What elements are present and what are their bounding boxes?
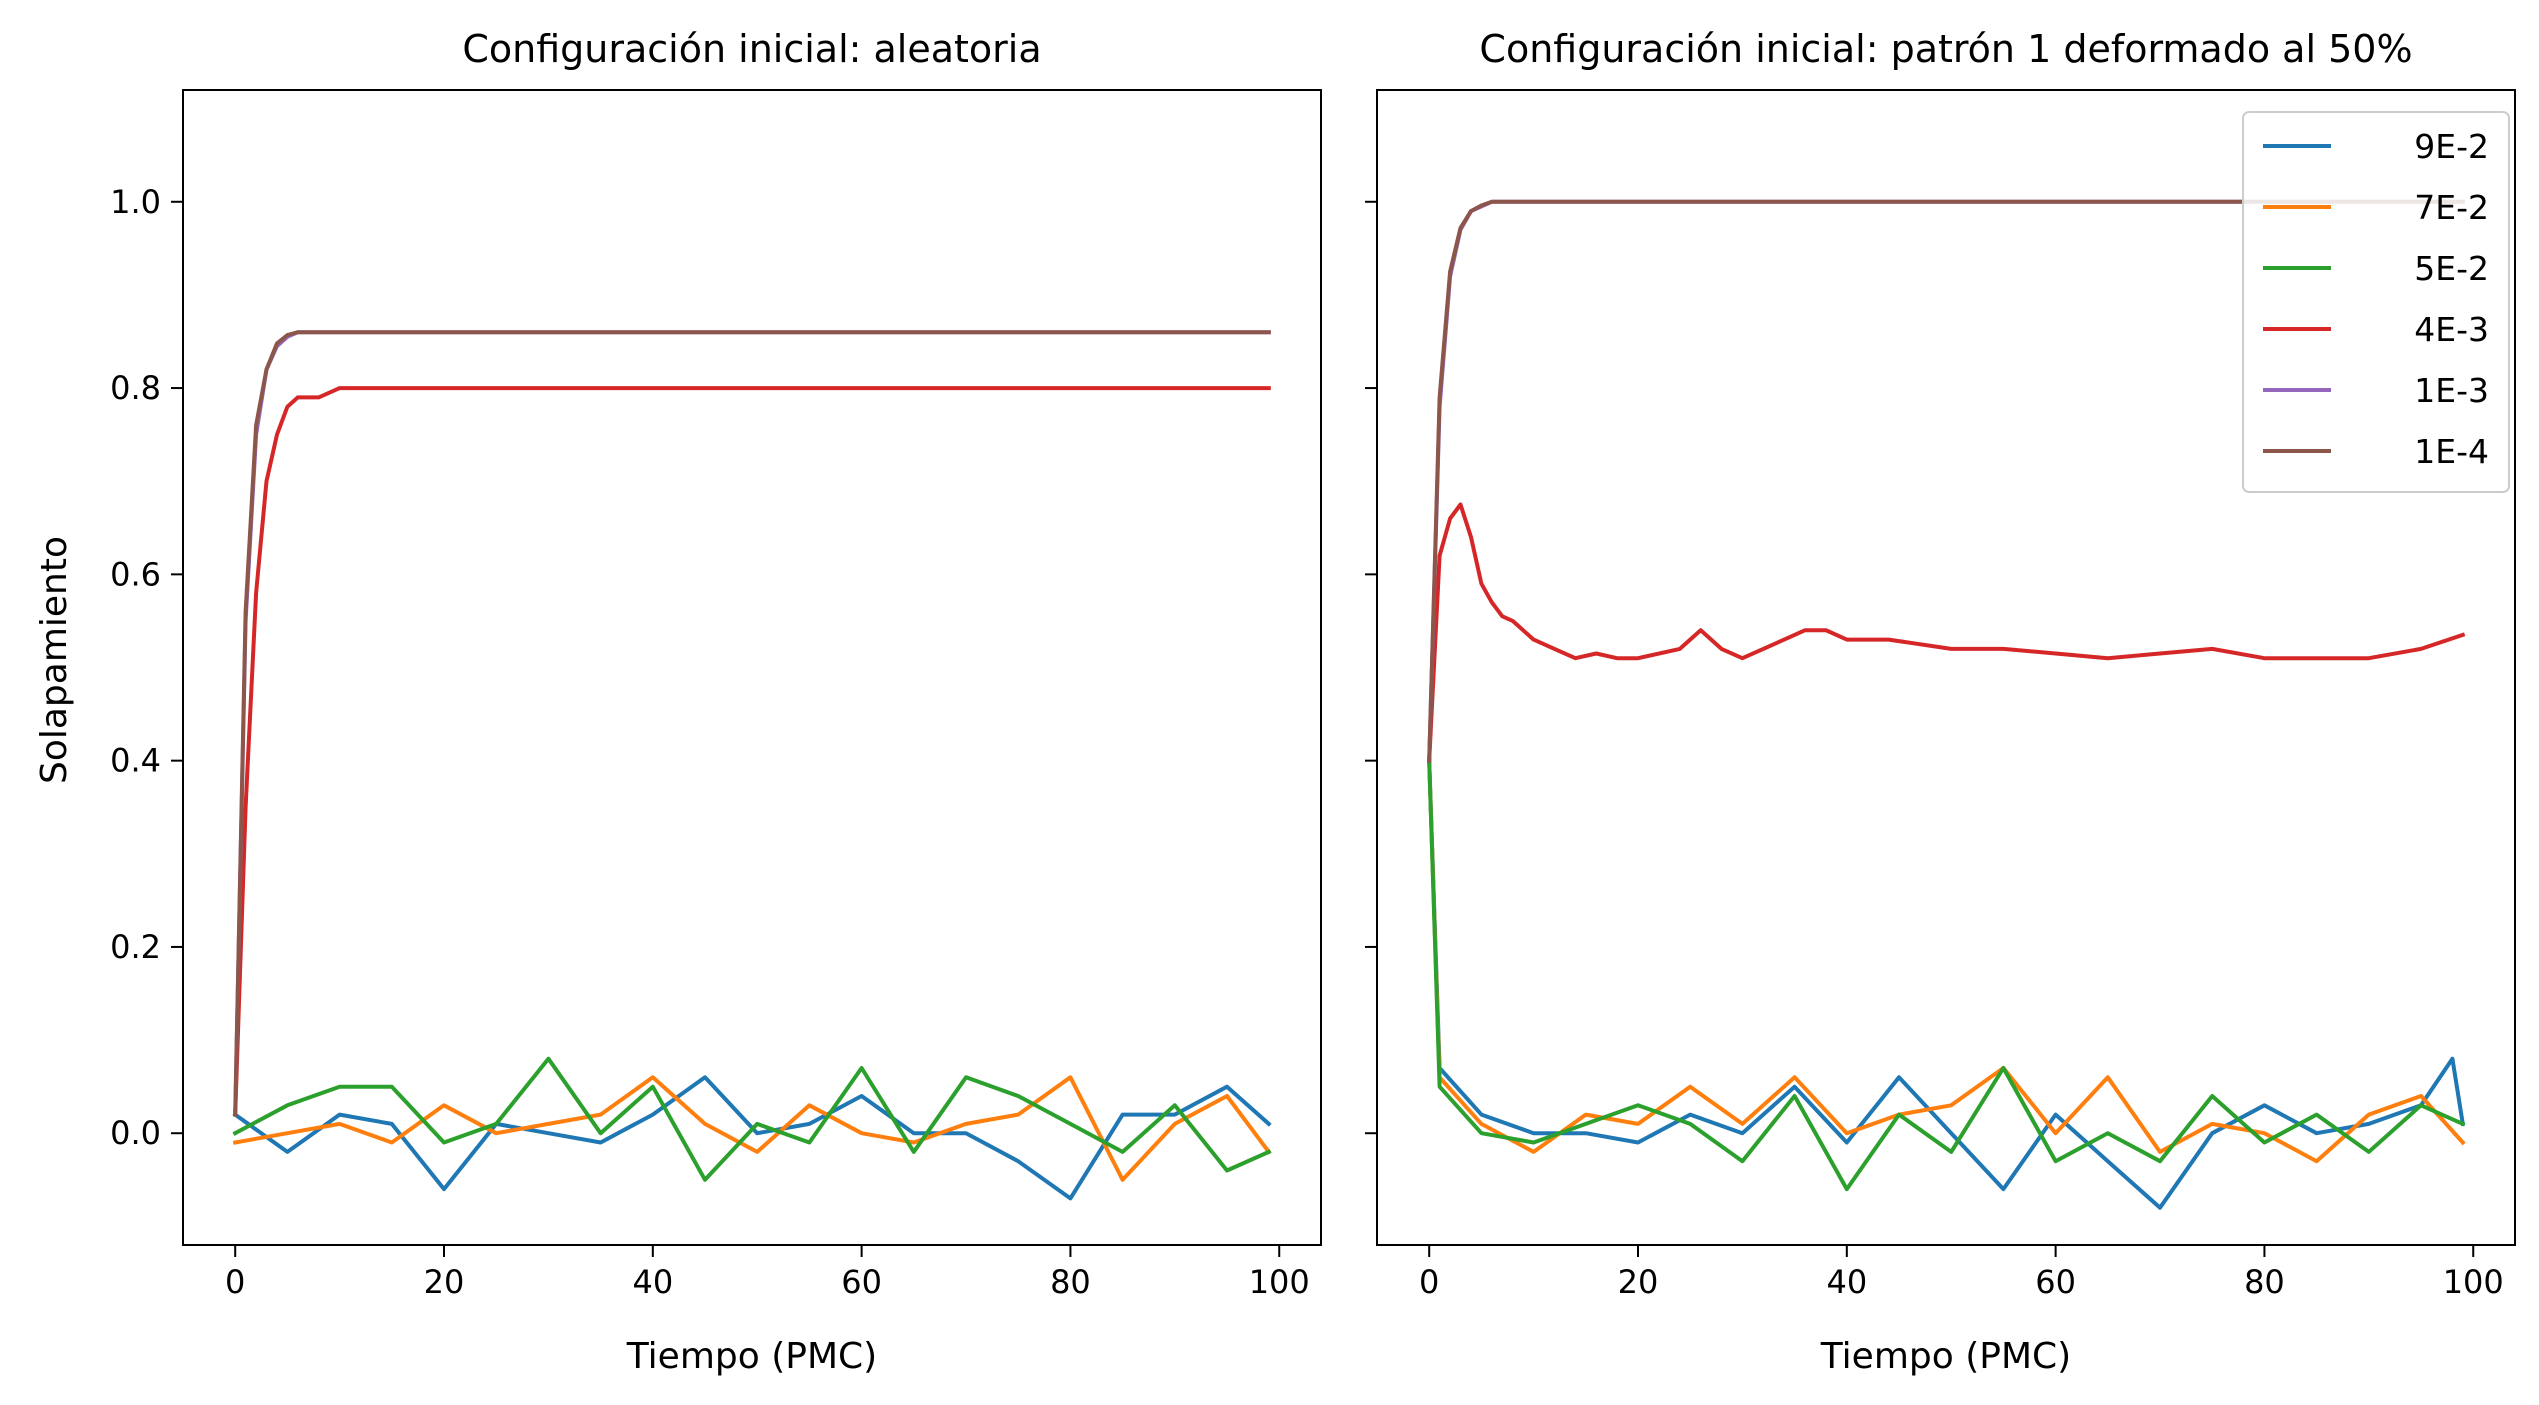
left-chart-xtick-label: 100 <box>1249 1263 1310 1301</box>
right-chart-series-line-9e-2 <box>1427 758 2466 1210</box>
left-chart-xtick-label: 40 <box>632 1263 673 1301</box>
left-chart-xlabel: Tiempo (PMC) <box>626 1336 877 1377</box>
legend-label: 1E-3 <box>2414 371 2489 410</box>
right-chart-xtick-label: 40 <box>1826 1263 1867 1301</box>
legend-label: 4E-3 <box>2414 310 2489 349</box>
left-chart-xtick-label: 80 <box>1050 1263 1091 1301</box>
left-chart-title: Configuración inicial: aleatoria <box>462 27 1041 71</box>
left-chart-series-line-7e-2 <box>232 1075 1272 1182</box>
right-chart-xtick-label: 80 <box>2244 1263 2285 1301</box>
left-chart-lines <box>232 330 1272 1201</box>
left-chart-ytick-label: 0.6 <box>110 555 161 593</box>
legend-label: 9E-2 <box>2414 127 2489 166</box>
left-chart-series-line-1e-4 <box>233 330 1271 1117</box>
right-chart-title: Configuración inicial: patrón 1 deformad… <box>1479 27 2412 71</box>
left-chart-ticks: 0 20 40 60 80 100 0.0 0.2 0.4 0.6 0.8 1.0 <box>110 183 1310 1301</box>
left-chart-ytick-label: 0.2 <box>110 928 161 966</box>
right-chart-frame <box>1376 89 2516 1246</box>
right-chart-xtick-label: 100 <box>2443 1263 2504 1301</box>
right-chart-series-line-1e-4 <box>1427 199 2465 763</box>
right-chart-ticks: 0 20 40 60 80 100 <box>1365 200 2504 1301</box>
left-chart-frame <box>182 89 1322 1246</box>
left-chart-ytick-label: 0.4 <box>110 742 161 780</box>
right-chart-lines <box>1427 199 2466 1210</box>
left-chart-ylabel: Solapamiento <box>34 536 75 784</box>
left-chart-ytick-label: 0.0 <box>110 1114 161 1152</box>
right-chart-xtick-label: 60 <box>2035 1263 2076 1301</box>
left-chart-panel: Configuración inicial: aleatoria Tiempo … <box>34 27 1322 1377</box>
left-chart-series-line-4e-3 <box>233 386 1271 1117</box>
legend-label: 7E-2 <box>2414 188 2489 227</box>
right-chart-series-line-4e-3 <box>1427 502 2466 763</box>
legend: 9E-2 7E-2 5E-2 4E-3 1E-3 1E-4 <box>2242 111 2510 493</box>
left-chart-ytick-label: 1.0 <box>110 183 161 221</box>
right-chart-xtick-label: 0 <box>1419 1263 1439 1301</box>
legend-label: 5E-2 <box>2414 249 2489 288</box>
right-chart-panel: Configuración inicial: patrón 1 deformad… <box>1365 27 2516 1377</box>
right-chart-series-line-5e-2 <box>1427 758 2466 1192</box>
left-chart-series-line-5e-2 <box>232 1056 1272 1182</box>
legend-label: 1E-4 <box>2414 432 2489 471</box>
left-chart-ytick-label: 0.8 <box>110 369 161 407</box>
left-chart-xtick-label: 0 <box>225 1263 245 1301</box>
left-chart-xtick-label: 20 <box>424 1263 465 1301</box>
left-chart-xtick-label: 60 <box>841 1263 882 1301</box>
right-chart-xtick-label: 20 <box>1618 1263 1659 1301</box>
right-chart-xlabel: Tiempo (PMC) <box>1820 1336 2071 1377</box>
